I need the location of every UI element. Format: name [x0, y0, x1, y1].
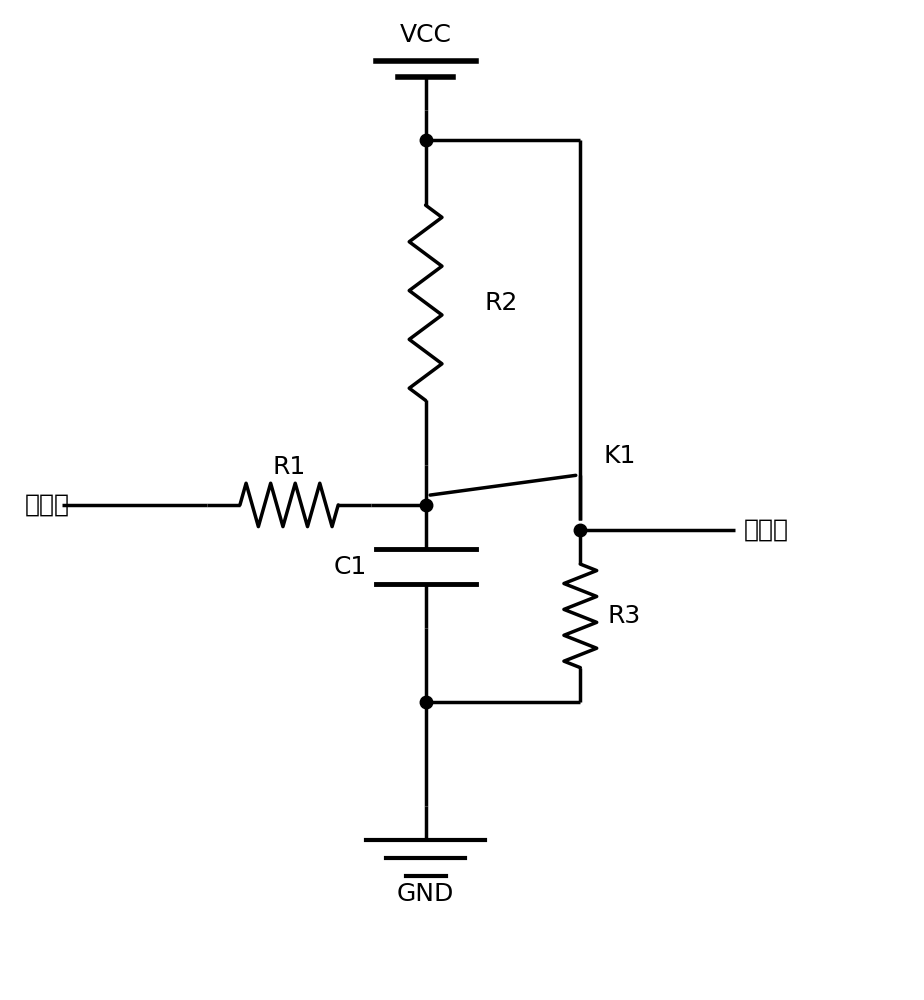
Text: GND: GND [397, 882, 455, 906]
Text: VCC: VCC [400, 23, 452, 47]
Text: R2: R2 [485, 291, 518, 315]
Text: K1: K1 [603, 444, 636, 468]
Text: R1: R1 [273, 455, 306, 479]
Text: C1: C1 [334, 555, 367, 579]
Text: 输出端: 输出端 [744, 518, 789, 542]
Text: R3: R3 [608, 604, 641, 628]
Text: 输入端: 输入端 [25, 493, 70, 517]
